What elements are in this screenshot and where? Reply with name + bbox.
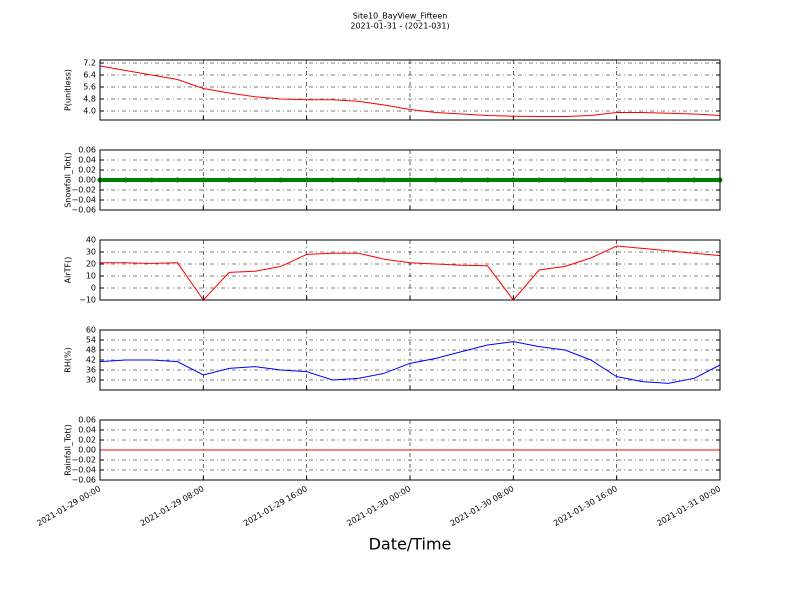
plot-frame	[99, 239, 721, 301]
y-tick-label: 0.04	[78, 156, 96, 165]
data-line	[99, 341, 721, 384]
y-tick-label: 0.04	[78, 426, 96, 435]
y-tick-label: 0.02	[78, 436, 96, 445]
chart-subtitle: 2021-01-31 - (2021-031)	[350, 22, 449, 31]
plot-frame	[99, 149, 721, 211]
y-tick-label: −0.06	[71, 476, 96, 485]
y-tick-label: 10	[86, 272, 96, 281]
x-tick-label: 2021-01-30 08:00	[449, 484, 516, 528]
y-tick-label: 0.02	[78, 166, 96, 175]
y-tick-label: 0.00	[78, 446, 96, 455]
y-tick-label: 4.8	[83, 95, 96, 104]
y-axis-label: Snowfall_Tot()	[64, 152, 73, 208]
y-axis-label: RH(%)	[64, 347, 73, 372]
y-tick-label: 42	[86, 356, 96, 365]
plot-frame	[99, 329, 721, 391]
y-tick-label: 0.06	[78, 146, 96, 155]
y-axis-label: Rainfall_Tot()	[64, 424, 73, 476]
x-tick-label: 2021-01-29 08:00	[139, 484, 206, 528]
plot-frame	[99, 419, 721, 481]
chart-title: Site10_BayView_Fifteen	[353, 12, 448, 21]
y-tick-label: −0.02	[71, 456, 96, 465]
y-tick-label: 30	[86, 376, 96, 385]
data-line	[99, 65, 721, 118]
y-tick-label: 0	[91, 284, 96, 293]
y-axis-label: P(unitless)	[64, 69, 73, 111]
y-tick-label: −0.06	[71, 206, 96, 215]
plot-frame	[99, 59, 721, 121]
y-tick-label: 20	[86, 260, 96, 269]
x-tick-label: 2021-01-31 00:00	[655, 484, 722, 528]
y-tick-label: 60	[86, 326, 96, 335]
y-tick-label: 5.6	[83, 83, 96, 92]
x-tick-label: 2021-01-29 16:00	[242, 484, 309, 528]
y-tick-label: 48	[86, 346, 96, 355]
y-tick-label: −0.02	[71, 186, 96, 195]
x-axis-label: Date/Time	[369, 535, 452, 554]
y-tick-label: 0.00	[78, 176, 96, 185]
y-tick-label: 4.0	[83, 107, 96, 116]
y-tick-label: 54	[86, 336, 96, 345]
x-tick-label: 2021-01-30 16:00	[552, 484, 619, 528]
y-tick-label: −10	[79, 296, 96, 305]
y-tick-label: 36	[86, 366, 96, 375]
y-axis-label: AirTF()	[64, 257, 73, 284]
y-tick-label: 0.06	[78, 416, 96, 425]
y-tick-label: 30	[86, 248, 96, 257]
x-tick-label: 2021-01-30 00:00	[345, 484, 412, 528]
y-tick-label: 6.4	[83, 71, 96, 80]
y-tick-label: 7.2	[83, 59, 96, 68]
x-tick-label: 2021-01-29 00:00	[35, 484, 102, 528]
y-tick-label: −0.04	[71, 196, 96, 205]
y-tick-label: −0.04	[71, 466, 96, 475]
y-tick-label: 40	[86, 236, 96, 245]
